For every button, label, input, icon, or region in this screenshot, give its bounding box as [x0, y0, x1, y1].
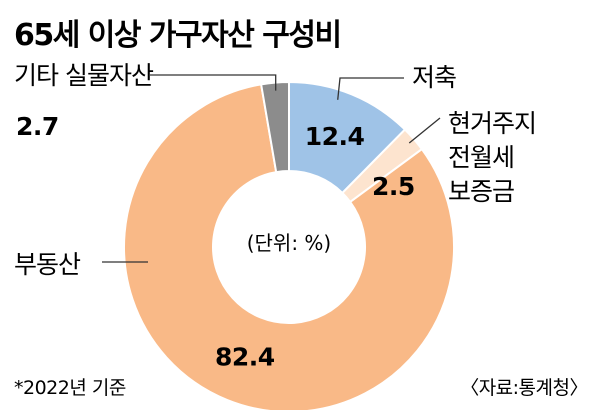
category-label-savings: 저축	[412, 63, 456, 92]
value-label-deposit: 2.5	[372, 172, 415, 201]
category-label-deposit: 전월세	[448, 143, 514, 172]
category-label-other: 기타 실물자산	[14, 61, 154, 90]
category-label-deposit: 현거주지	[448, 109, 536, 138]
chart-title: 65세 이상 가구자산 구성비	[14, 18, 341, 53]
value-label-other: 2.7	[16, 112, 59, 141]
category-label-real-estate: 부동산	[14, 250, 81, 279]
footnote: *2022년 기준	[14, 377, 126, 399]
value-label-real-estate: 82.4	[215, 342, 275, 371]
unit-label: (단위: %)	[247, 231, 332, 255]
slice-other	[259, 80, 290, 174]
slices	[123, 80, 455, 410]
slice-real-estate	[123, 83, 455, 410]
source: 〈자료:통계청〉	[460, 377, 588, 399]
leader-line-deposit	[408, 117, 441, 144]
category-label-deposit: 보증금	[448, 177, 514, 206]
leader-line-savings	[337, 77, 404, 100]
value-label-savings: 12.4	[305, 122, 365, 151]
leader-line-other	[150, 74, 277, 91]
